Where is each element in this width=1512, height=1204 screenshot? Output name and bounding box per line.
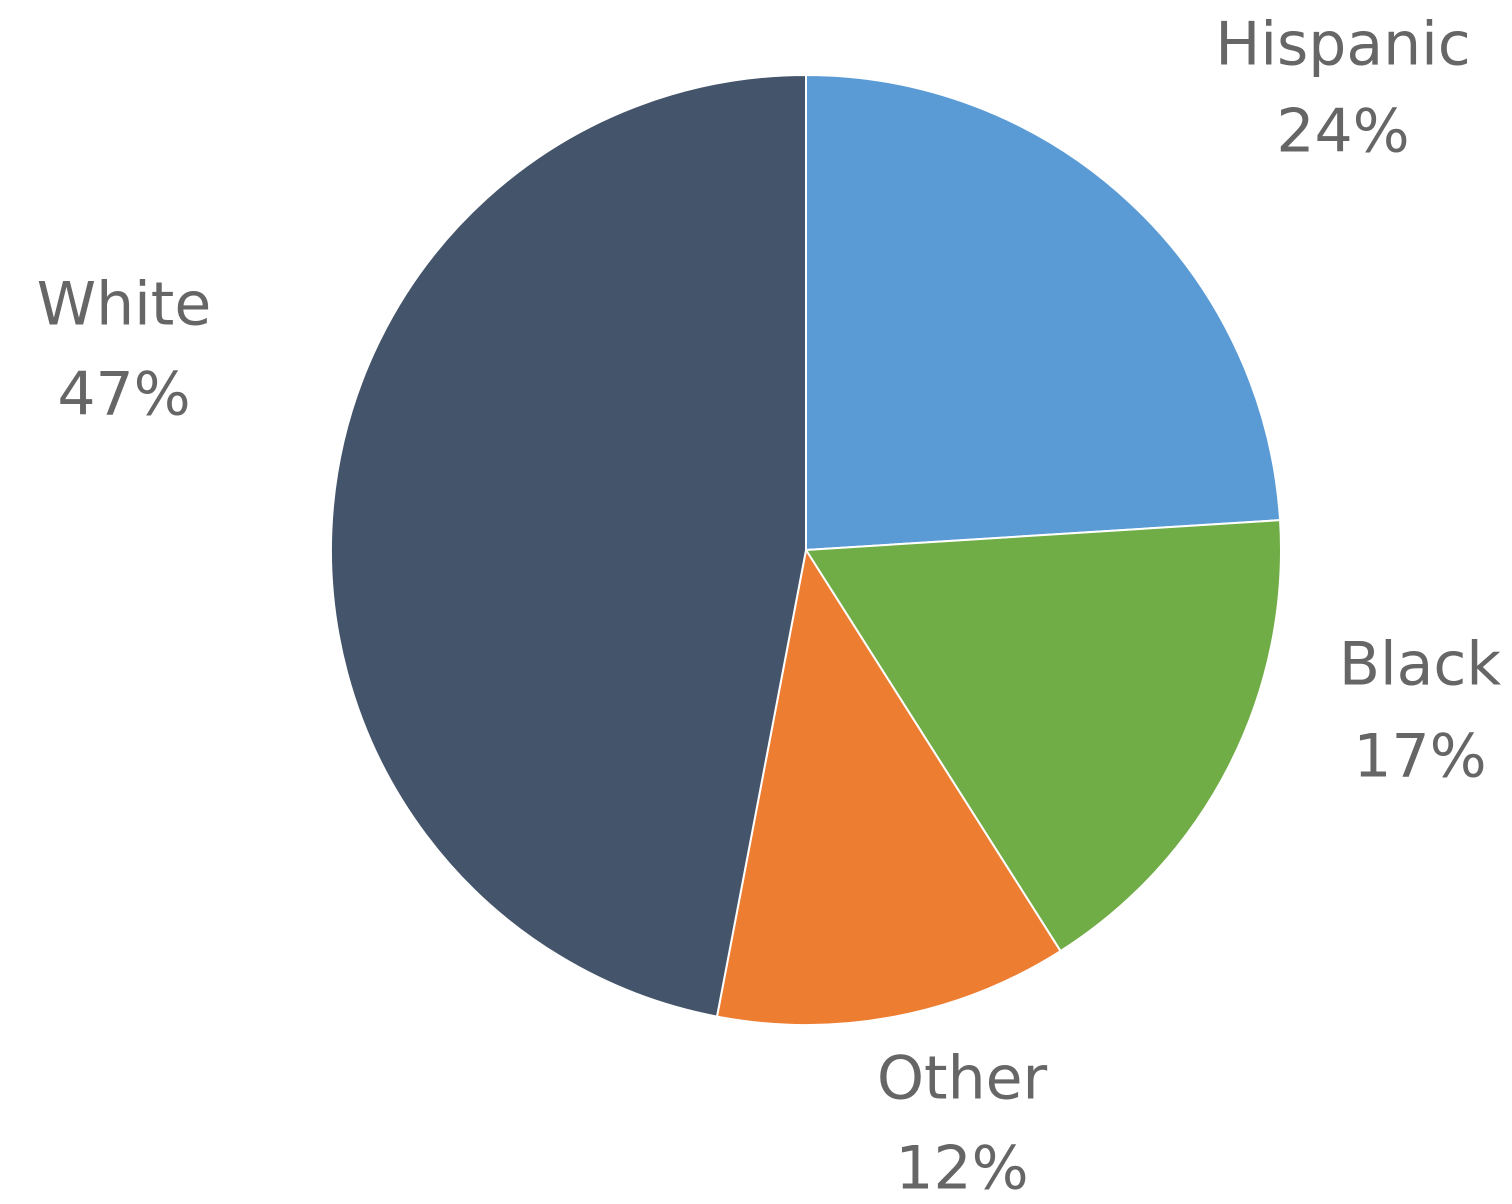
slice-label-black: Black — [1339, 630, 1502, 700]
pie-slice-white — [330, 74, 807, 1018]
slice-label-other: Other — [877, 1044, 1048, 1114]
labels-layer: Hispanic 24% Black 17% Other 12% White 47% — [37, 10, 1502, 1204]
slice-value-other: 12% — [895, 1134, 1028, 1204]
pie-slice-black — [805, 519, 1282, 953]
slice-label-hispanic: Hispanic — [1215, 10, 1471, 80]
slice-label-white: White — [37, 270, 211, 340]
slice-value-white: 47% — [57, 360, 190, 430]
slice-value-black: 17% — [1353, 722, 1486, 792]
pie-slice-other — [715, 549, 1062, 1027]
pie-slice-hispanic — [805, 74, 1282, 551]
slices-layer — [330, 74, 1282, 1027]
slice-value-hispanic: 24% — [1276, 97, 1409, 167]
